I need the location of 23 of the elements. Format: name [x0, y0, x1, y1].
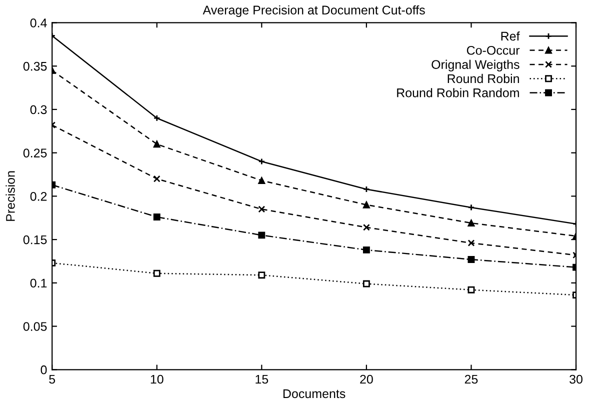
- y-tick-label: 0.15: [23, 235, 47, 244]
- y-tick-label: 0.25: [23, 148, 47, 158]
- y-tick-label: 0.35: [23, 62, 47, 71]
- legend-label: Orignal Weigths: [432, 60, 520, 72]
- x-tick-label: 15: [256, 374, 268, 384]
- y-tick-label: 0.1: [30, 278, 47, 288]
- y-tick-label: 0.2: [30, 192, 47, 201]
- legend-label: Ref: [501, 31, 520, 41]
- legend-label: Round Robin Random: [397, 88, 519, 98]
- y-axis-title: Precision: [6, 171, 15, 221]
- y-tick-label: 0.4: [30, 18, 47, 28]
- x-tick-label: 5: [49, 374, 56, 384]
- legend-label: Round Robin: [448, 74, 519, 84]
- y-tick-label: 0.3: [30, 105, 47, 114]
- y-tick-label: 0: [40, 365, 47, 374]
- y-tick-label: 0.05: [23, 322, 47, 331]
- legend-label: Co-Occur: [466, 46, 520, 55]
- x-tick-label: 10: [150, 374, 164, 384]
- x-tick-label: 30: [570, 374, 582, 384]
- chart-title: Average Precision at Document Cut-offs: [202, 5, 425, 17]
- x-tick-label: 20: [360, 374, 373, 384]
- x-tick-label: 25: [464, 374, 478, 384]
- x-axis-title: Documents: [283, 389, 346, 398]
